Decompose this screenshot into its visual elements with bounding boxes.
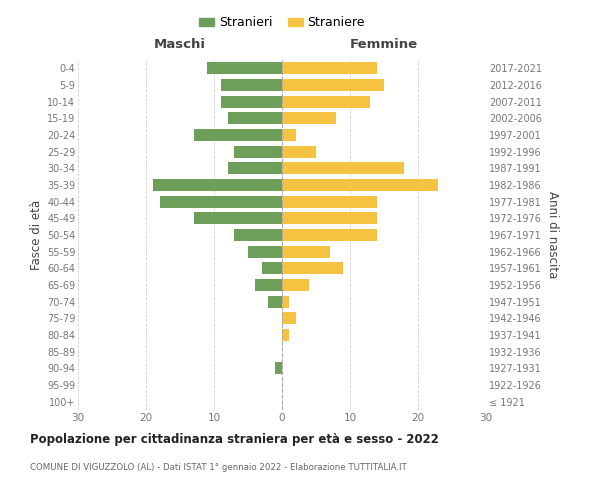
Bar: [282, 179, 439, 191]
Bar: [282, 196, 377, 207]
Bar: [282, 162, 404, 174]
Bar: [227, 162, 282, 174]
Bar: [194, 212, 282, 224]
Y-axis label: Fasce di età: Fasce di età: [29, 200, 43, 270]
Bar: [207, 62, 282, 74]
Bar: [227, 112, 282, 124]
Bar: [282, 246, 329, 258]
Bar: [221, 96, 282, 108]
Bar: [153, 179, 282, 191]
Bar: [268, 296, 282, 308]
Bar: [282, 262, 343, 274]
Text: Femmine: Femmine: [350, 38, 418, 52]
Bar: [248, 246, 282, 258]
Legend: Stranieri, Straniere: Stranieri, Straniere: [194, 11, 370, 34]
Bar: [160, 196, 282, 207]
Bar: [262, 262, 282, 274]
Bar: [235, 146, 282, 158]
Bar: [282, 62, 377, 74]
Bar: [282, 312, 296, 324]
Bar: [282, 212, 377, 224]
Bar: [221, 79, 282, 91]
Bar: [235, 229, 282, 241]
Bar: [194, 129, 282, 141]
Bar: [282, 296, 289, 308]
Text: COMUNE DI VIGUZZOLO (AL) - Dati ISTAT 1° gennaio 2022 - Elaborazione TUTTITALIA.: COMUNE DI VIGUZZOLO (AL) - Dati ISTAT 1°…: [30, 462, 407, 471]
Bar: [282, 112, 337, 124]
Text: Popolazione per cittadinanza straniera per età e sesso - 2022: Popolazione per cittadinanza straniera p…: [30, 432, 439, 446]
Bar: [282, 279, 309, 291]
Bar: [255, 279, 282, 291]
Text: Maschi: Maschi: [154, 38, 206, 52]
Bar: [282, 129, 296, 141]
Y-axis label: Anni di nascita: Anni di nascita: [546, 192, 559, 278]
Bar: [282, 79, 384, 91]
Bar: [282, 96, 370, 108]
Bar: [282, 146, 316, 158]
Bar: [275, 362, 282, 374]
Bar: [282, 329, 289, 341]
Bar: [282, 229, 377, 241]
